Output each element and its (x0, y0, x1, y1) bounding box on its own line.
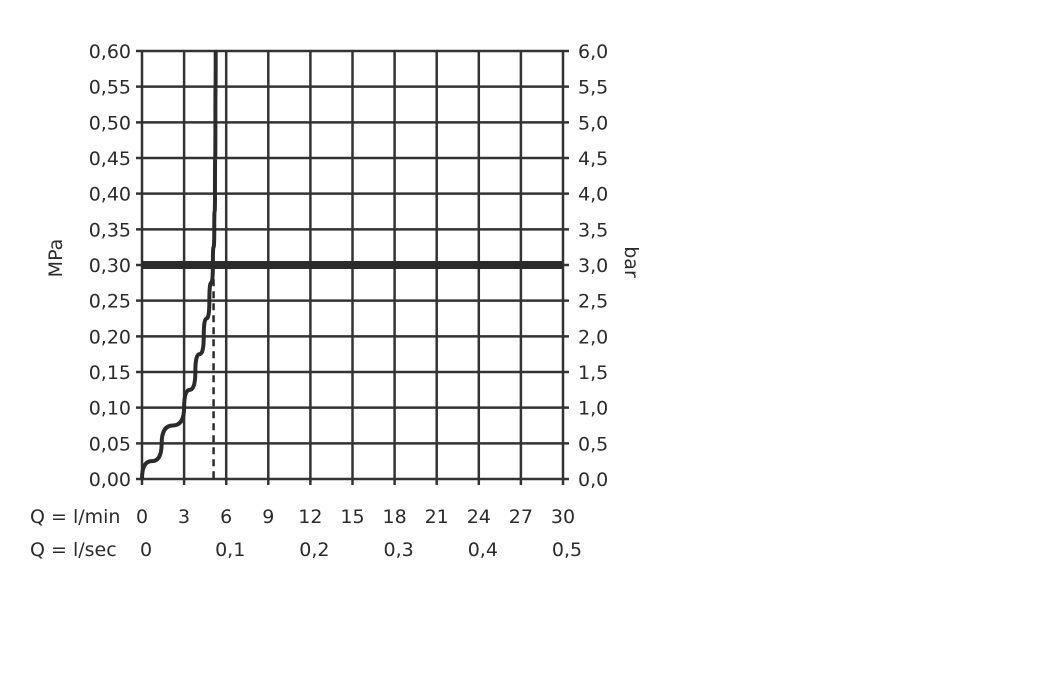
x-tick-label-lmin: 15 (340, 506, 364, 528)
y-tick-label-right: 1,5 (578, 362, 608, 384)
y-tick-label-left: 0,55 (89, 77, 131, 99)
y-tick-label-right: 2,5 (578, 291, 608, 313)
x-tick-label-lsec: 0,2 (299, 539, 329, 561)
y-tick-label-right: 3,5 (578, 219, 608, 241)
x-tick-label-lmin: 12 (298, 506, 322, 528)
y-tick-label-left: 0,00 (89, 469, 131, 491)
y-tick-label-right: 6,0 (578, 41, 608, 63)
x-tick-label-lmin: 18 (383, 506, 407, 528)
x-tick-label-lsec: 0,4 (468, 539, 498, 561)
y-tick-label-right: 5,5 (578, 77, 608, 99)
x-tick-label-lmin: 24 (467, 506, 491, 528)
y-tick-label-left: 0,25 (89, 291, 131, 313)
y-tick-label-left: 0,50 (89, 112, 131, 134)
y-tick-label-left: 0,40 (89, 184, 131, 206)
y-tick-label-right: 4,0 (578, 184, 608, 206)
x-tick-label-lsec: 0,1 (215, 539, 245, 561)
x-tick-label-lsec: 0,3 (383, 539, 413, 561)
x-tick-label-lsec: 0 (140, 539, 152, 561)
x-axis-label-lsec: Q = l/sec (30, 539, 117, 561)
y-tick-label-left: 0,30 (89, 255, 131, 277)
y-tick-label-right: 1,0 (578, 398, 608, 420)
y-tick-label-right: 5,0 (578, 112, 608, 134)
x-tick-label-lsec: 0,5 (552, 539, 582, 561)
x-tick-label-lmin: 0 (136, 506, 148, 528)
y-tick-label-left: 0,20 (89, 326, 131, 348)
x-tick-label-lmin: 30 (551, 506, 575, 528)
y-tick-label-left: 0,10 (89, 398, 131, 420)
y-axis-label-right: bar (620, 246, 642, 278)
y-tick-label-right: 0,0 (578, 469, 608, 491)
y-axis-label-left: MPa (45, 239, 67, 278)
x-tick-label-lmin: 3 (178, 506, 190, 528)
y-tick-label-left: 0,60 (89, 41, 131, 63)
y-tick-label-right: 2,0 (578, 326, 608, 348)
x-tick-label-lmin: 9 (262, 506, 274, 528)
x-tick-label-lmin: 6 (220, 506, 232, 528)
flow-curve (140, 50, 218, 480)
y-tick-label-right: 3,0 (578, 255, 608, 277)
y-tick-label-left: 0,35 (89, 219, 131, 241)
x-axis-label-lmin: Q = l/min (30, 506, 120, 528)
x-tick-label-lmin: 27 (509, 506, 533, 528)
y-tick-label-left: 0,15 (89, 362, 131, 384)
y-tick-label-left: 0,45 (89, 148, 131, 170)
y-tick-label-right: 0,5 (578, 433, 608, 455)
y-tick-label-left: 0,05 (89, 433, 131, 455)
y-tick-label-right: 4,5 (578, 148, 608, 170)
x-tick-label-lmin: 21 (425, 506, 449, 528)
